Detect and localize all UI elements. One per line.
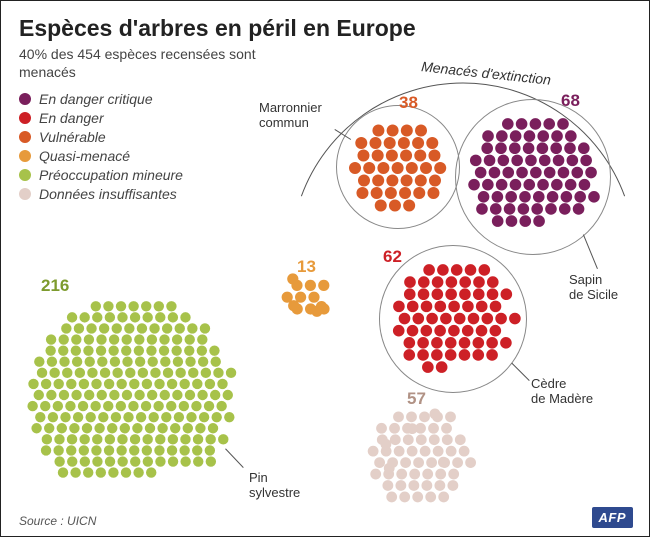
cluster-en xyxy=(385,251,521,387)
legend: En danger critique En danger Vulnérable Qua… xyxy=(19,91,633,202)
infographic-frame: Espèces d'arbres en péril en Europe 40% … xyxy=(0,0,650,537)
subtitle: 40% des 454 espèces recensées sont menac… xyxy=(19,46,259,81)
legend-label: En danger critique xyxy=(39,91,153,107)
source-text: Source : UICN xyxy=(19,514,96,528)
leader-line xyxy=(583,235,598,269)
legend-row: Vulnérable xyxy=(19,129,633,145)
legend-dot-icon xyxy=(19,188,31,200)
cluster-ring xyxy=(379,245,527,393)
threat-arc-label: Menacés d'extinction xyxy=(421,58,552,88)
cluster-count: 13 xyxy=(297,257,316,277)
legend-label: Quasi-menacé xyxy=(39,148,130,164)
legend-dot-icon xyxy=(19,131,31,143)
brand-badge: AFP xyxy=(592,507,634,528)
species-label: Sapinde Sicile xyxy=(569,273,618,303)
legend-dot-icon xyxy=(19,93,31,105)
leader-line xyxy=(511,362,530,381)
leader-line xyxy=(225,448,244,468)
species-label: Cèdrede Madère xyxy=(531,377,593,407)
cluster-nt xyxy=(275,267,335,327)
cluster-count: 57 xyxy=(407,389,426,409)
page-title: Espèces d'arbres en péril en Europe xyxy=(19,15,633,42)
legend-dot-icon xyxy=(19,169,31,181)
species-label: Pinsylvestre xyxy=(249,471,300,501)
cluster-count: 216 xyxy=(41,276,69,296)
visualization-area: Menacés d'extinction216Pinsylvestre38Mar… xyxy=(1,1,650,538)
legend-label: Vulnérable xyxy=(39,129,106,145)
cluster-dd xyxy=(361,399,477,515)
footer: Source : UICN AFP xyxy=(19,507,633,528)
legend-row: Préoccupation mineure xyxy=(19,167,633,183)
legend-row: En danger xyxy=(19,110,633,126)
legend-row: Quasi-menacé xyxy=(19,148,633,164)
cluster-count: 62 xyxy=(383,247,402,267)
legend-dot-icon xyxy=(19,150,31,162)
threat-arc xyxy=(1,1,650,538)
legend-row: Données insuffisantes xyxy=(19,186,633,202)
legend-dot-icon xyxy=(19,112,31,124)
cluster-lc xyxy=(21,289,241,509)
legend-label: Données insuffisantes xyxy=(39,186,177,202)
legend-label: En danger xyxy=(39,110,104,126)
legend-row: En danger critique xyxy=(19,91,633,107)
legend-label: Préoccupation mineure xyxy=(39,167,183,183)
